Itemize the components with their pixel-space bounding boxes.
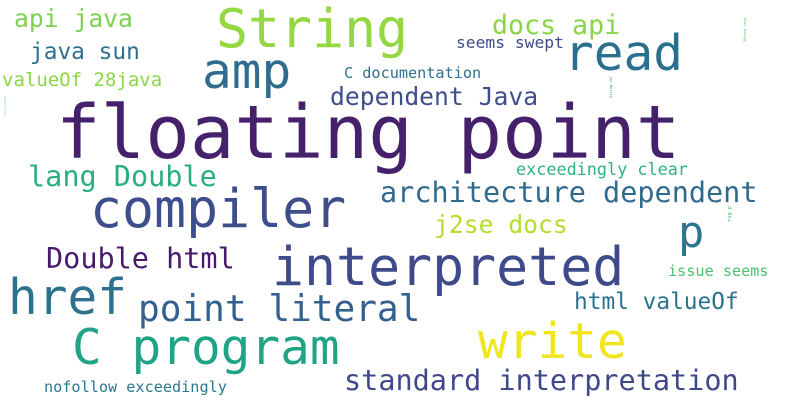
word-dependent-java: dependent Java <box>330 81 539 111</box>
word-p: p <box>678 207 705 259</box>
word-seems-swept: seems swept <box>456 32 564 52</box>
word-nofollow-exceedingly: nofollow exceedingly <box>44 378 227 397</box>
word-issue-seems: issue seems <box>668 262 769 281</box>
word-c-program: C program <box>72 318 340 377</box>
word-exceedingly-clear: exceedingly clear <box>516 158 688 179</box>
word-double-html: Double html <box>46 241 235 275</box>
word-rel-nofollow: rel nofollow <box>3 96 7 116</box>
word-write: write <box>478 312 627 371</box>
word-interpreted: interpreted <box>272 236 625 299</box>
word-28java-lang: 28java lang <box>743 18 747 42</box>
word-valueof-28java: valueOf 28java <box>2 68 163 91</box>
word-rug-p: rug p <box>727 206 733 222</box>
word-html-valueof: html valueOf <box>574 288 739 315</box>
word-architecture-dependent: architecture dependent <box>380 175 758 209</box>
word-j2se-docs: j2se docs <box>434 209 568 239</box>
word-api-java: api java <box>14 3 133 33</box>
word-point-literal: point literal <box>138 287 421 330</box>
word-href: href <box>8 268 127 327</box>
word-java-sun: java sun <box>30 38 140 65</box>
word-standard-interpretation: standard interpretation <box>344 363 739 397</box>
word-docs-api: docs api <box>492 9 621 41</box>
word-floating-point: floating point <box>56 89 681 176</box>
word-c-documentation: C documentation <box>344 64 482 83</box>
word-compiler: compiler <box>90 178 347 241</box>
word-string: String <box>216 0 409 61</box>
word-amp: amp <box>202 42 292 101</box>
word-read: read <box>564 24 683 83</box>
word-string-rel: String rel <box>609 76 613 98</box>
word-lang-double: lang Double <box>28 159 217 193</box>
